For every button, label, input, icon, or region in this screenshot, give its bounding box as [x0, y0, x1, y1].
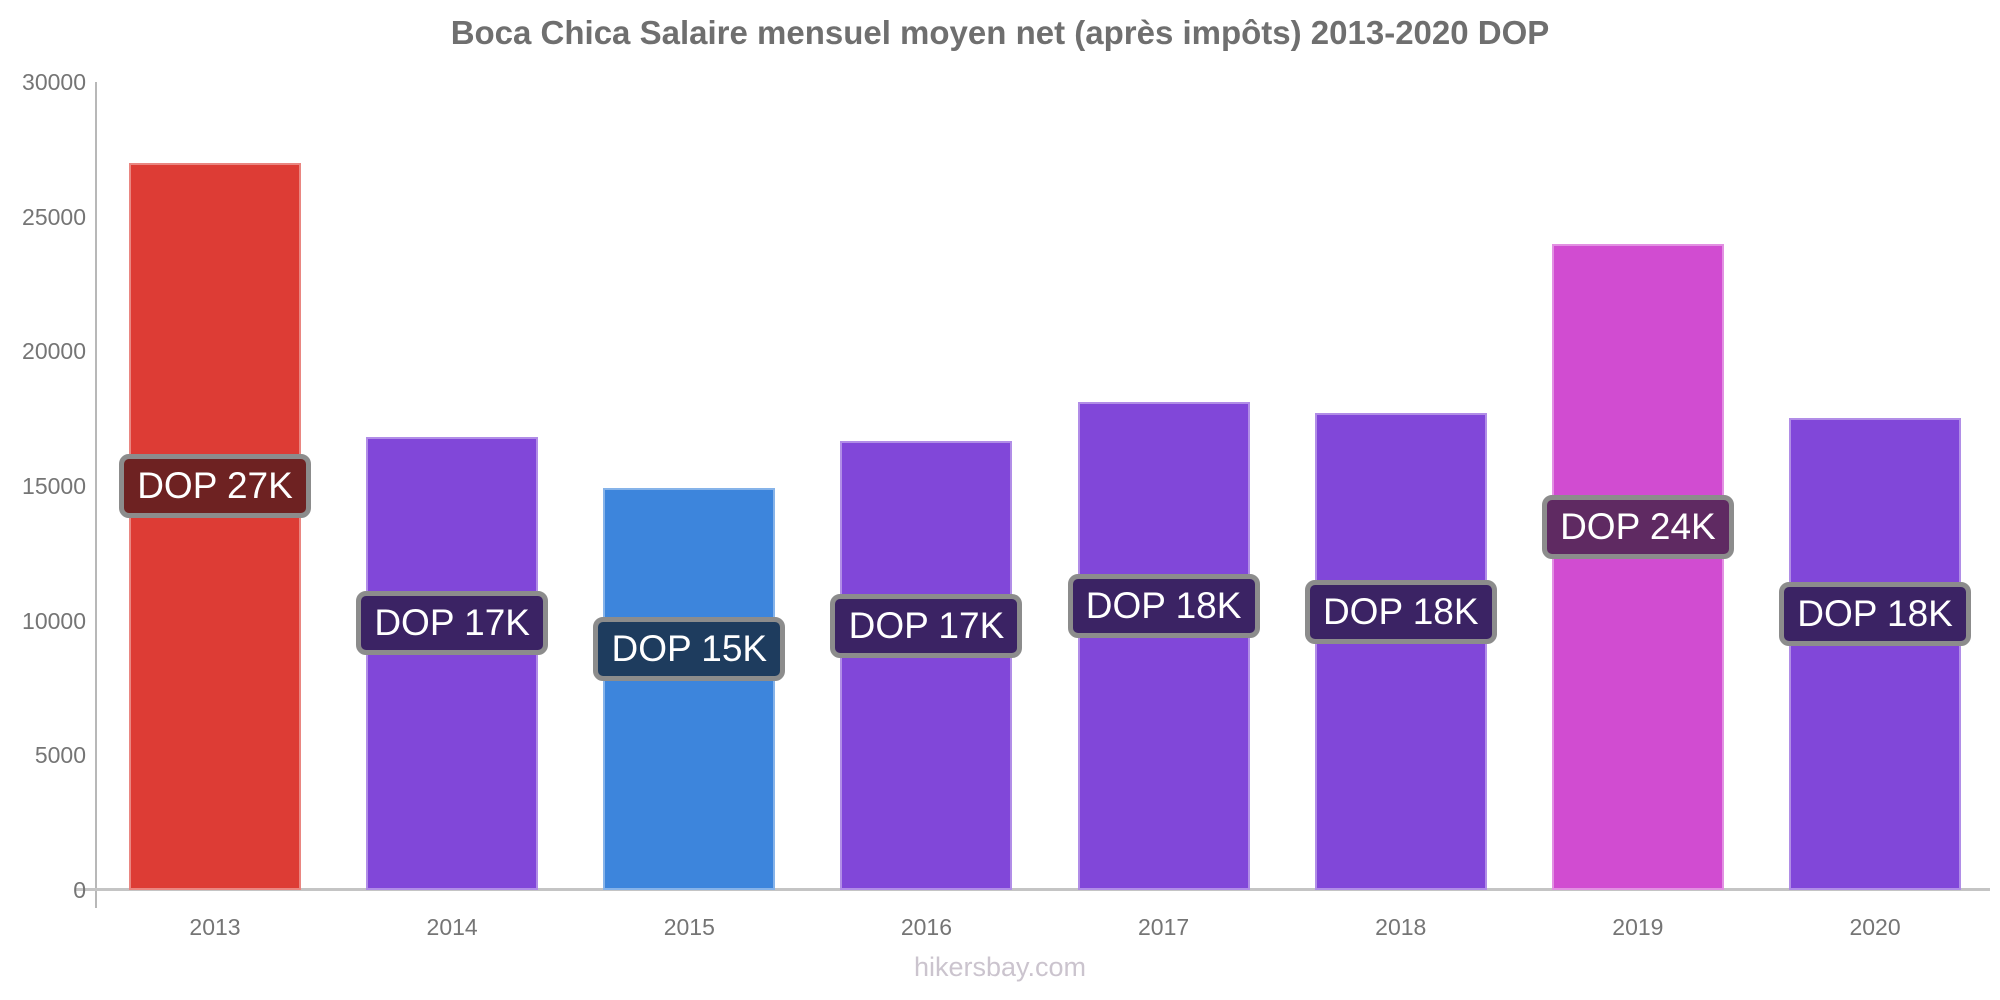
x-tick-2013: 2013: [189, 914, 241, 940]
bar-value-label-2019: DOP 24K: [1541, 494, 1734, 559]
x-tick-2020: 2020: [1849, 914, 1901, 940]
bar-2017[interactable]: [1077, 401, 1250, 890]
bar-value-label-2017: DOP 18K: [1067, 573, 1260, 638]
y-tick-20000: 20000: [22, 338, 86, 365]
bar-2015[interactable]: [603, 487, 776, 890]
x-tick-2016: 2016: [900, 914, 953, 940]
bar-value-label-2020: DOP 18K: [1779, 581, 1972, 646]
bar-2019[interactable]: [1551, 243, 1724, 890]
x-tick-2014: 2014: [426, 914, 478, 940]
bar-2014[interactable]: [366, 436, 539, 890]
bar-value-label-2013: DOP 27K: [119, 454, 311, 519]
chart-title: Boca Chica Salaire mensuel moyen net (ap…: [450, 14, 1550, 51]
bar-value-label-2014: DOP 17K: [356, 591, 549, 656]
bar-2016[interactable]: [840, 441, 1013, 890]
y-axis-line: [95, 82, 97, 908]
x-tick-2018: 2018: [1375, 914, 1427, 940]
y-tick-25000: 25000: [22, 203, 86, 230]
footer-watermark: hikersbay.com: [913, 952, 1087, 982]
bar-value-label-2015: DOP 15K: [593, 616, 786, 681]
y-tick-5000: 5000: [34, 742, 86, 769]
bar-2013[interactable]: [129, 162, 301, 890]
x-axis-line: [76, 888, 1990, 891]
bar-value-label-2018: DOP 18K: [1304, 579, 1497, 644]
y-tick-0: 0: [73, 877, 86, 903]
x-tick-2019: 2019: [1612, 914, 1664, 940]
y-tick-30000: 30000: [22, 69, 86, 95]
bar-2018[interactable]: [1314, 413, 1487, 890]
y-tick-15000: 15000: [22, 473, 86, 499]
bar-value-label-2016: DOP 17K: [830, 593, 1023, 658]
x-tick-2017: 2017: [1138, 914, 1190, 940]
x-tick-2015: 2015: [663, 914, 715, 940]
bar-2020[interactable]: [1789, 417, 1962, 890]
y-tick-10000: 10000: [22, 607, 86, 634]
